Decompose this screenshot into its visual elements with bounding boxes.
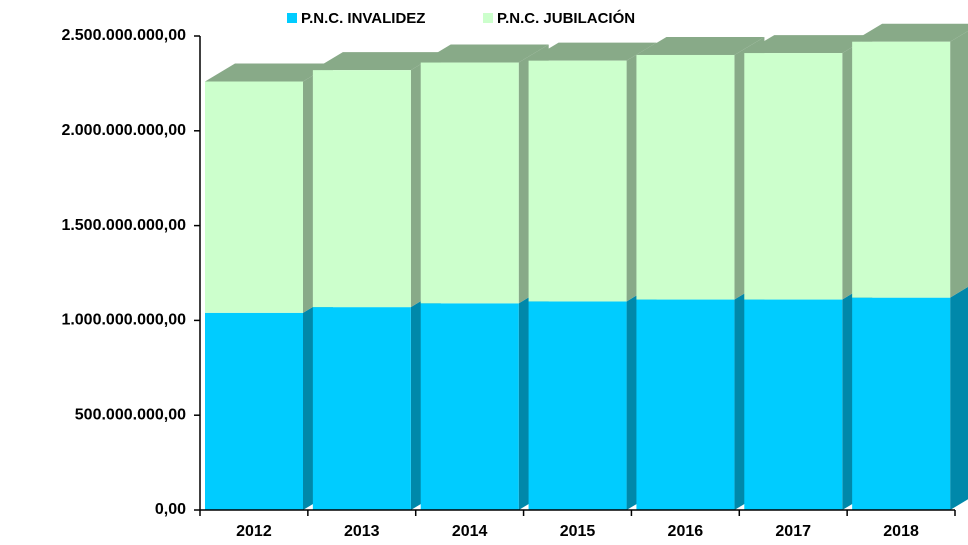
legend-swatch (483, 13, 493, 23)
x-tick-label: 2012 (236, 523, 272, 540)
y-tick-label: 0,00 (155, 501, 186, 518)
x-tick-label: 2018 (883, 523, 919, 540)
bar-top (420, 44, 549, 63)
y-tick-label: 500.000.000,00 (75, 406, 186, 423)
bar-top (636, 36, 765, 55)
bar-front (852, 41, 951, 298)
y-tick-label: 2.500.000.000,00 (61, 27, 186, 44)
legend-label: P.N.C. INVALIDEZ (301, 10, 425, 27)
y-tick-label: 1.000.000.000,00 (61, 312, 186, 329)
x-tick-label: 2016 (668, 523, 704, 540)
legend-label: P.N.C. JUBILACIÓN (497, 9, 635, 27)
bar-front (420, 62, 519, 304)
bar-top (205, 63, 333, 82)
bar-top (744, 35, 873, 54)
bar-top (312, 52, 441, 71)
x-tick-label: 2014 (452, 523, 488, 540)
bar-front (852, 297, 951, 510)
bar-front (636, 54, 735, 300)
bar-front (528, 301, 627, 510)
bar-front (744, 53, 843, 300)
bar-side (950, 286, 968, 510)
bar-segment (852, 286, 968, 510)
bar-front (420, 303, 519, 510)
x-tick-label: 2013 (344, 523, 380, 540)
legend-swatch (287, 13, 297, 23)
y-tick-label: 1.500.000.000,00 (61, 217, 186, 234)
bar-top (528, 42, 657, 61)
bar-front (636, 299, 735, 510)
bar-front (312, 70, 411, 308)
bar-front (744, 299, 843, 510)
bar-front (205, 312, 303, 510)
bar-front (528, 60, 627, 302)
bar-segment (852, 23, 968, 298)
bar-front (205, 81, 303, 313)
x-tick-label: 2015 (560, 523, 596, 540)
bar-front (312, 307, 411, 510)
x-tick-label: 2017 (775, 523, 811, 540)
bar-side (950, 30, 968, 298)
bar-top (852, 23, 968, 42)
y-tick-label: 2.000.000.000,00 (61, 122, 186, 139)
